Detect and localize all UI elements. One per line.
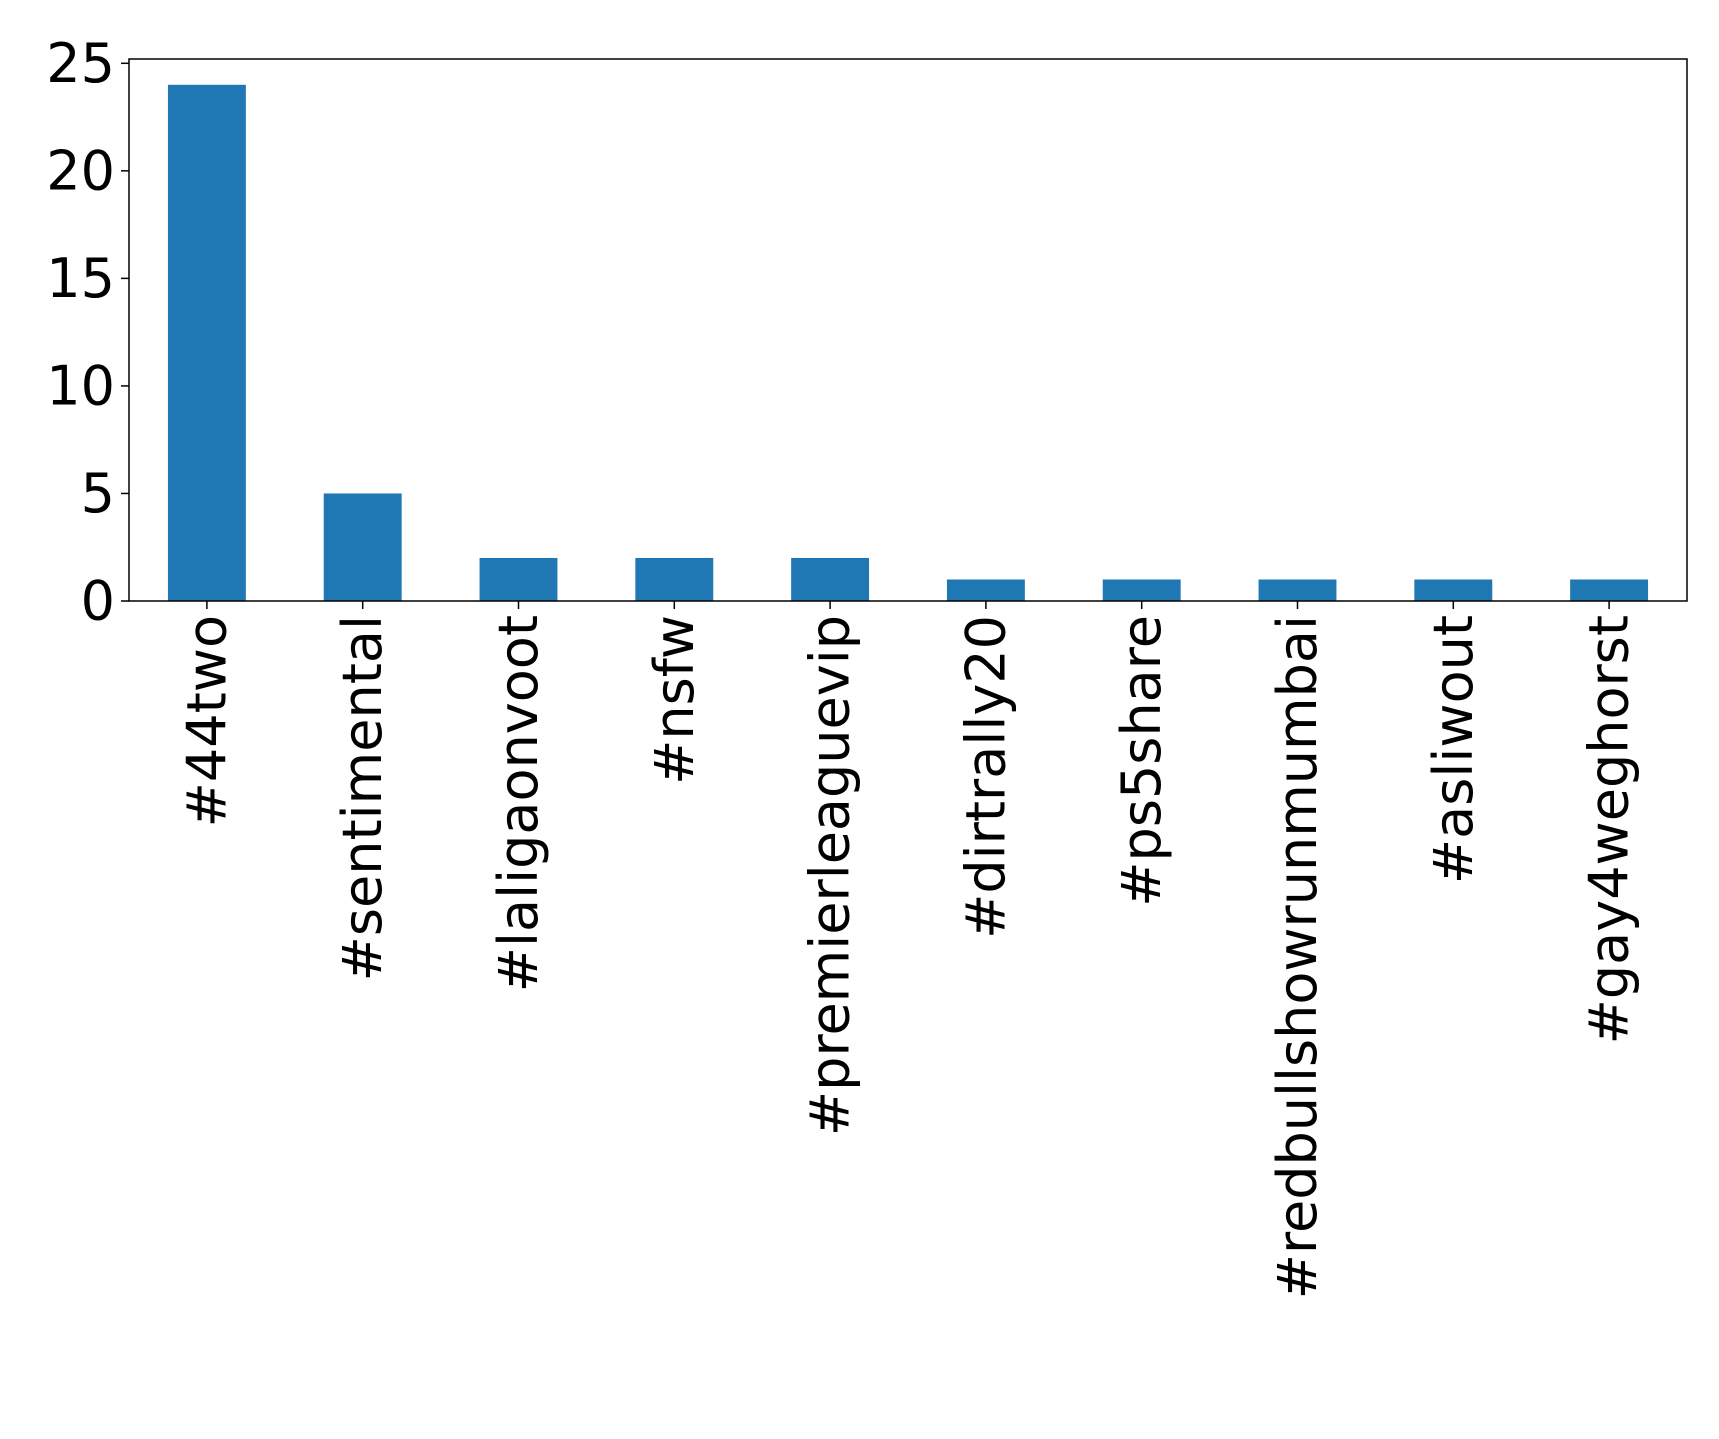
bar: [167, 84, 246, 602]
x-tick-label: #ps5share: [1110, 615, 1173, 907]
y-tick-label: 10: [46, 354, 115, 417]
x-tick-label: #laligaonvoot: [487, 615, 550, 992]
bar: [1570, 579, 1649, 601]
y-tick-label: 5: [81, 462, 115, 525]
plot-frame: [128, 58, 1688, 602]
x-tick-label: #redbullshowrunmumbai: [1266, 615, 1329, 1299]
y-tick-label: 20: [46, 139, 115, 202]
bar: [479, 557, 558, 601]
x-tick-label: #nsfw: [643, 615, 706, 785]
bar: [1102, 579, 1181, 601]
y-tick-label: 0: [81, 570, 115, 633]
x-tick-label: #gay4weghorst: [1578, 615, 1641, 1044]
y-axis: 0 5 10 15 20 25: [46, 32, 129, 633]
x-tick-label: #asliwout: [1422, 615, 1485, 884]
bar: [946, 579, 1025, 601]
y-tick-label: 15: [46, 247, 115, 310]
bars-group: [167, 84, 1649, 602]
y-tick-label: 25: [46, 32, 115, 95]
bar: [1258, 579, 1337, 601]
bar: [791, 557, 870, 601]
bar: [323, 493, 402, 601]
x-tick-label: #sentimental: [331, 615, 394, 981]
x-tick-label: #dirtrally20: [954, 615, 1017, 939]
x-tick-label: #premierleaguevip: [799, 615, 862, 1136]
bar: [635, 557, 714, 601]
x-axis: #44two #sentimental #laligaonvoot #nsfw #pre…: [175, 601, 1641, 1299]
bar: [1414, 579, 1493, 601]
x-tick-label: #44two: [175, 615, 238, 827]
